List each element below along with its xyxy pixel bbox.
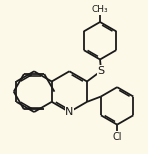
Text: N: N — [65, 107, 74, 117]
Text: S: S — [97, 66, 104, 76]
Text: CH₃: CH₃ — [92, 5, 108, 14]
Text: Cl: Cl — [112, 132, 122, 142]
